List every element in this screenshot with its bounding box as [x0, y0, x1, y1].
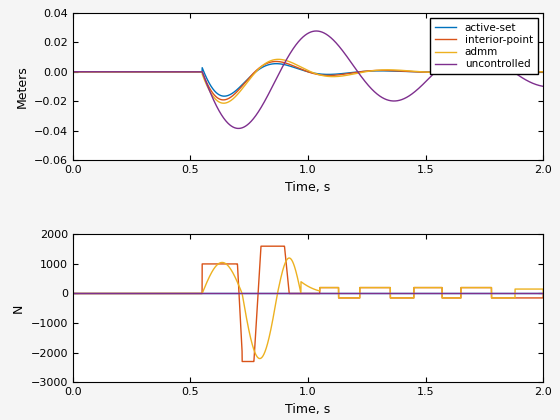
- interior-point: [293, 65, 300, 70]
- uncontrolled: [293, 42, 300, 47]
- uncontrolled: [540, 84, 547, 89]
- Line: interior-point: interior-point: [73, 61, 543, 100]
- interior-point: [540, 69, 547, 74]
- interior-point: [271, 59, 278, 64]
- active-set: [502, 69, 509, 74]
- admm: [293, 62, 300, 67]
- active-set: [267, 62, 274, 67]
- Line: admm: admm: [73, 59, 543, 103]
- uncontrolled: [412, 89, 418, 94]
- uncontrolled: [502, 63, 509, 68]
- admm: [220, 101, 227, 106]
- interior-point: [267, 60, 274, 65]
- active-set: [412, 69, 418, 74]
- uncontrolled: [526, 79, 533, 84]
- admm: [502, 69, 509, 74]
- interior-point: [220, 97, 227, 102]
- interior-point: [502, 69, 509, 74]
- uncontrolled: [313, 29, 320, 34]
- admm: [267, 58, 274, 63]
- active-set: [293, 66, 300, 71]
- uncontrolled: [267, 88, 274, 93]
- uncontrolled: [69, 69, 76, 74]
- Y-axis label: N: N: [12, 304, 25, 313]
- uncontrolled: [235, 126, 242, 131]
- interior-point: [412, 69, 418, 74]
- admm: [271, 57, 278, 62]
- Line: active-set: active-set: [73, 64, 543, 96]
- admm: [275, 57, 282, 62]
- admm: [69, 69, 76, 74]
- X-axis label: Time, s: Time, s: [286, 181, 330, 194]
- X-axis label: Time, s: Time, s: [286, 403, 330, 416]
- uncontrolled: [271, 80, 278, 85]
- active-set: [221, 94, 227, 99]
- admm: [412, 69, 418, 74]
- admm: [540, 69, 547, 74]
- admm: [526, 69, 533, 74]
- interior-point: [273, 59, 279, 64]
- active-set: [526, 69, 533, 74]
- Line: uncontrolled: uncontrolled: [73, 31, 543, 129]
- active-set: [273, 61, 279, 66]
- active-set: [69, 69, 76, 74]
- interior-point: [69, 69, 76, 74]
- active-set: [540, 69, 547, 74]
- interior-point: [526, 69, 533, 74]
- active-set: [271, 61, 278, 66]
- Legend: active-set, interior-point, admm, uncontrolled: active-set, interior-point, admm, uncont…: [430, 18, 538, 74]
- Y-axis label: Meters: Meters: [15, 65, 28, 108]
